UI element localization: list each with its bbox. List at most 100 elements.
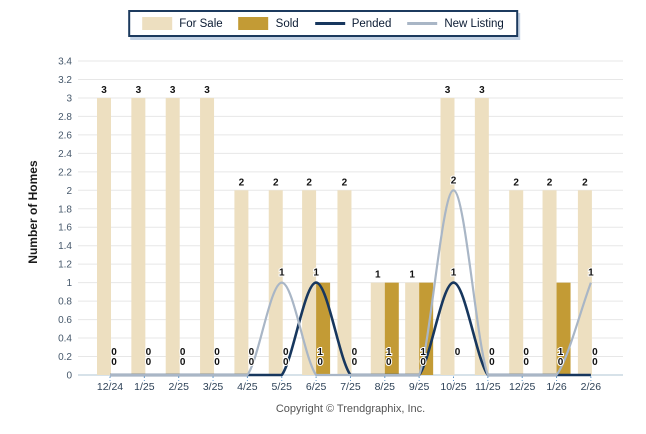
legend-line-swatch-2	[314, 22, 345, 25]
legend-label: Sold	[275, 17, 299, 30]
label-sold: 0	[489, 347, 495, 358]
label-sold: 1	[420, 347, 426, 358]
label-line-zero: 0	[283, 357, 289, 368]
y-tick-label: 0.6	[58, 315, 72, 326]
y-tick-label: 0	[66, 371, 72, 382]
y-tick-label: 2.4	[58, 149, 72, 160]
x-tick-label: 11/25	[475, 381, 501, 393]
y-tick-label: 2.8	[58, 112, 72, 123]
label-sold: 0	[352, 347, 358, 358]
label-pended: 1	[451, 268, 457, 279]
label-sold: 0	[455, 347, 461, 358]
label-for-sale: 1	[375, 270, 381, 281]
bar-for-sale	[131, 97, 146, 376]
label-line-zero: 0	[523, 357, 529, 368]
label-line-zero: 0	[592, 357, 598, 368]
x-tick-label: 12/24	[97, 381, 123, 393]
y-tick-label: 2.6	[58, 130, 72, 141]
legend-label: For Sale	[179, 17, 223, 30]
legend-item-for-sale[interactable]: For Sale	[142, 17, 223, 30]
bar-for-sale	[200, 97, 215, 376]
legend-label: Pended	[351, 17, 392, 30]
y-tick-label: 0.2	[58, 352, 72, 363]
y-tick-label: 3.2	[58, 75, 72, 86]
y-tick-label: 1.2	[58, 260, 72, 271]
y-tick-label: 0.4	[58, 334, 72, 345]
y-tick-label: 3	[66, 93, 72, 104]
bar-for-sale	[370, 282, 385, 375]
y-tick-label: 1	[66, 278, 72, 289]
bar-for-sale	[165, 97, 180, 376]
label-sold: 0	[592, 347, 598, 358]
chart-legend: For Sale Sold Pended New Listing	[128, 10, 518, 37]
x-tick-label: 7/25	[340, 381, 361, 393]
legend-item-pended[interactable]: Pended	[314, 17, 392, 30]
label-line-zero: 0	[386, 357, 392, 368]
x-tick-label: 3/25	[203, 381, 224, 393]
legend-swatch-1	[238, 17, 269, 30]
y-tick-label: 2.2	[58, 167, 72, 178]
label-sold: 0	[214, 347, 220, 358]
bar-sold	[419, 282, 434, 375]
label-line-zero: 0	[420, 357, 426, 368]
bar-for-sale	[474, 97, 489, 376]
x-tick-label: 9/25	[409, 381, 430, 393]
x-tick-label: 1/25	[134, 381, 155, 393]
label-pended: 1	[313, 268, 319, 279]
label-sold: 1	[558, 347, 564, 358]
label-new-listing: 1	[279, 268, 285, 279]
legend-line-swatch-3	[407, 22, 438, 25]
label-line-zero: 0	[180, 357, 186, 368]
x-tick-label: 1/26	[546, 381, 567, 393]
label-for-sale: 2	[306, 177, 312, 188]
label-for-sale: 2	[547, 177, 553, 188]
label-for-sale: 3	[136, 85, 142, 96]
y-tick-label: 1.4	[58, 241, 72, 252]
bar-sold	[384, 282, 399, 375]
bar-for-sale	[577, 190, 592, 375]
label-line-zero: 0	[352, 357, 358, 368]
y-tick-label: 1.6	[58, 223, 72, 234]
legend-swatch-0	[142, 17, 173, 30]
bar-for-sale	[440, 97, 455, 376]
label-for-sale: 1	[409, 270, 415, 281]
label-new-listing: 2	[451, 175, 457, 186]
label-sold: 0	[146, 347, 152, 358]
label-sold: 0	[283, 347, 289, 358]
legend-item-new-listing[interactable]: New Listing	[407, 17, 504, 30]
bar-sold	[316, 282, 331, 375]
label-line-zero: 0	[489, 357, 495, 368]
label-line-zero: 0	[317, 357, 323, 368]
bar-for-sale	[509, 190, 524, 375]
y-tick-label: 3.4	[58, 57, 72, 68]
label-for-sale: 2	[273, 177, 279, 188]
label-sold: 0	[249, 347, 255, 358]
legend-label: New Listing	[444, 17, 504, 30]
label-for-sale: 2	[239, 177, 245, 188]
label-sold: 1	[386, 347, 392, 358]
label-sold: 1	[317, 347, 323, 358]
label-line-zero: 0	[214, 357, 220, 368]
bar-for-sale	[268, 190, 283, 375]
y-tick-label: 1.8	[58, 204, 72, 215]
bar-for-sale	[302, 190, 317, 375]
label-for-sale: 3	[101, 85, 107, 96]
label-line-zero: 0	[558, 357, 564, 368]
x-tick-label: 6/25	[306, 381, 327, 393]
label-sold: 0	[111, 347, 117, 358]
label-sold: 0	[523, 347, 529, 358]
homes-chart: 0 0.2 0.4 0.6 0.8 1 1.2 1.4 1.6 1.8 2 2.2 2.4 2.6 2.8 3…	[58, 57, 623, 393]
label-for-sale: 2	[582, 177, 588, 188]
bar-for-sale	[97, 97, 111, 376]
x-tick-label: 8/25	[375, 381, 396, 393]
label-line-zero: 0	[249, 357, 255, 368]
x-tick-label: 12/25	[509, 381, 535, 393]
label-line-zero: 0	[146, 357, 152, 368]
label-for-sale: 3	[204, 85, 210, 96]
label-line-zero: 0	[111, 357, 117, 368]
y-tick-label: 2	[66, 186, 72, 197]
x-tick-label: 2/26	[581, 381, 602, 393]
x-tick-label: 10/25	[440, 381, 466, 393]
legend-item-sold[interactable]: Sold	[238, 17, 299, 30]
y-tick-label: 0.8	[58, 297, 72, 308]
